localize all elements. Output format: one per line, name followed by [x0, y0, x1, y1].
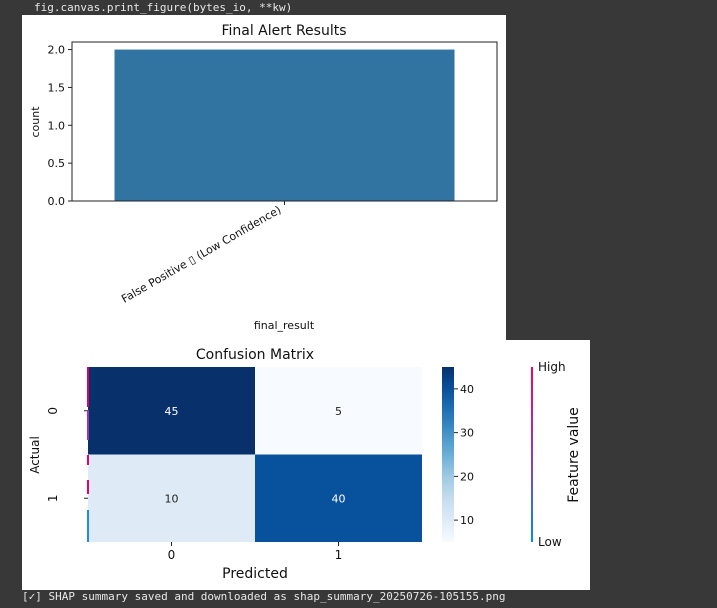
heatmap-ticks: 0 101: [46, 407, 342, 562]
heatmap-colorbar: [442, 367, 454, 542]
status-message: [✓] SHAP summary saved and downloaded as…: [22, 590, 506, 603]
bar-y-ticks: 0.0 0.5 1.0 1.5 2.0: [48, 44, 72, 208]
confusion-matrix: Confusion Matrix 45 510 40 0 101 Predicted …: [28, 347, 474, 582]
colorbar-tick-label: 40: [460, 383, 474, 396]
shap-feature-colorbar: High Low Feature value: [531, 360, 582, 549]
colorbar-tick-label: 30: [460, 427, 474, 440]
bar-y-tick-label: 0.0: [48, 195, 66, 208]
bar-x-axis-label: final_result: [254, 319, 315, 332]
shap-gradient-bar: [531, 367, 533, 542]
bar-chart-title: Final Alert Results: [221, 23, 346, 39]
heatmap-cell-label: 45: [165, 405, 179, 418]
heatmap-y-tick-label: 1: [46, 494, 60, 502]
heatmap-x-tick-label: 0: [168, 548, 176, 562]
shap-feature-value-label: Feature value: [566, 407, 582, 503]
heatmap-x-tick-label: 1: [335, 548, 343, 562]
shap-high-label: High: [538, 360, 566, 374]
heatmap-cell-label: 5: [335, 405, 342, 418]
heatmap-cell: [88, 454, 255, 542]
bar-series: [114, 49, 455, 202]
heatmap-cell: [255, 367, 422, 455]
bar-y-tick-label: 1.5: [48, 81, 66, 94]
shap-residue-strip: [87, 367, 89, 542]
heatmap-y-tick-label: 0: [46, 407, 60, 415]
heatmap-title: Confusion Matrix: [196, 347, 314, 363]
heatmap-colorbar-ticks: 10 20 30 40: [454, 383, 474, 527]
code-output-line: fig.canvas.print_figure(bytes_io, **kw): [34, 1, 293, 14]
heatmap-x-axis-label: Predicted: [222, 566, 288, 582]
heatmap-cells: 45 5 10 40: [88, 367, 422, 542]
heatmap-cell: [88, 367, 255, 455]
bar-y-axis-label: count: [29, 106, 42, 138]
bar-y-tick-label: 1.0: [48, 119, 66, 132]
bar-y-tick-label: 0.5: [48, 157, 66, 170]
colorbar-tick-label: 20: [460, 470, 474, 483]
shap-low-label: Low: [538, 535, 562, 549]
heatmap-cell-label: 10: [165, 492, 179, 505]
bar-y-tick-label: 2.0: [48, 44, 66, 57]
heatmap-cell: [255, 454, 422, 542]
heatmap-y-axis-label: Actual: [28, 436, 42, 474]
colorbar-tick-label: 10: [460, 514, 474, 527]
bar: [114, 49, 455, 202]
heatmap-cell-label: 40: [332, 492, 346, 505]
